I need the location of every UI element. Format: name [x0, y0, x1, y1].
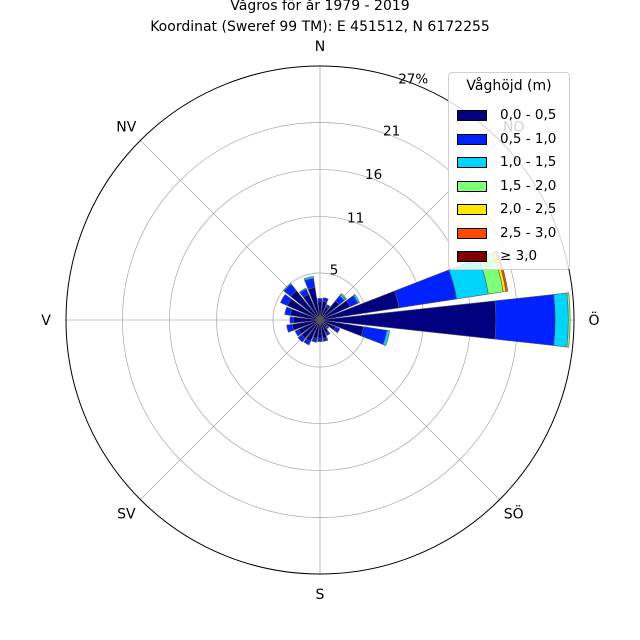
bar-sector-0-bin-1: [317, 298, 323, 302]
bar-sector-105-bin-2: [382, 329, 391, 346]
bar-sector-195-bin-1: [311, 337, 318, 343]
legend-swatch-0: [457, 110, 487, 121]
legend-label-2: 1,0 - 1,5: [500, 154, 557, 170]
radial-tick-label-0: 5: [330, 263, 339, 279]
legend: Våghöjd (m) 0,0 - 0,5 0,5 - 1,0 1,0 - 1,5 1…: [448, 72, 570, 270]
legend-label-3: 1,5 - 2,0: [500, 177, 557, 194]
bar-sector-105-bin-1: [360, 326, 388, 345]
legend-label-6: ≥ 3,0: [500, 248, 538, 264]
bar-sector-45-bin-3: [340, 293, 347, 300]
bar-sector-90-bin-1: [494, 294, 556, 346]
radial-tick-label-4: 27%: [398, 71, 428, 87]
legend-swatch-4: [457, 204, 487, 215]
legend-label-0: 0,0 - 0,5: [500, 107, 557, 123]
bar-sector-135-bin-1: [325, 325, 330, 330]
direction-label-6: V: [41, 313, 51, 329]
direction-label-2: Ö: [588, 311, 599, 329]
direction-label-7: NV: [116, 119, 136, 135]
polar-frame: [65, 65, 575, 575]
bar-sector-240-bin-1: [294, 329, 302, 337]
chart-title: Vågros för år 1979 - 2019: [230, 0, 410, 14]
legend-swatch-2: [457, 157, 487, 168]
legend-label-5: 2,5 - 3,0: [500, 224, 557, 241]
legend-swatch-1: [457, 133, 487, 145]
radial-tick-label-1: 11: [347, 210, 364, 226]
direction-label-4: S: [316, 587, 325, 603]
grid-spoke-3: [319, 319, 500, 500]
bar-sector-120-bin-1: [333, 326, 341, 334]
bar-sector-270-bin-1: [289, 316, 295, 324]
bar-sector-75-bin-1: [394, 269, 458, 309]
legend-swatch-3: [457, 180, 487, 192]
direction-label-0: N: [315, 39, 325, 55]
legend-label-1: 0,5 - 1,0: [500, 130, 557, 147]
bar-sector-210-bin-1: [303, 338, 311, 346]
bar-sector-330-bin-2: [299, 287, 307, 294]
bar-sector-60-bin-2: [352, 293, 361, 304]
bar-sector-300-bin-1: [279, 293, 292, 306]
bar-sector-90-bin-3: [566, 292, 571, 348]
legend-swatch-6: [457, 251, 487, 262]
chart-subtitle: Koordinat (Sweref 99 TM): E 451512, N 61…: [150, 19, 490, 35]
radial-tick-label-3: 21: [383, 124, 400, 140]
bar-sector-225-bin-1: [297, 334, 306, 343]
direction-label-3: SÖ: [504, 505, 524, 523]
legend-swatch-5: [457, 227, 487, 239]
legend-title: Våghöjd (m): [466, 78, 552, 94]
legend-label-4: 2,0 - 2,5: [500, 201, 557, 217]
bar-sector-165-bin-1: [322, 337, 329, 342]
bar-sector-315-bin-2: [282, 282, 292, 292]
bar-sector-150-bin-1: [325, 330, 331, 336]
bar-sector-285-bin-1: [284, 306, 293, 316]
bar-sector-30-bin-1: [325, 304, 331, 310]
grid-spoke-5: [140, 319, 321, 500]
bar-sector-180-bin-1: [317, 338, 323, 342]
bar-sector-255-bin-1: [286, 323, 295, 333]
bar-sector-90-bin-2: [553, 292, 569, 348]
bar-sector-345-bin-2: [303, 275, 314, 281]
direction-label-5: SV: [117, 507, 136, 523]
radial-tick-label-2: 16: [365, 167, 382, 183]
bar-sector-15-bin-1: [322, 297, 329, 303]
